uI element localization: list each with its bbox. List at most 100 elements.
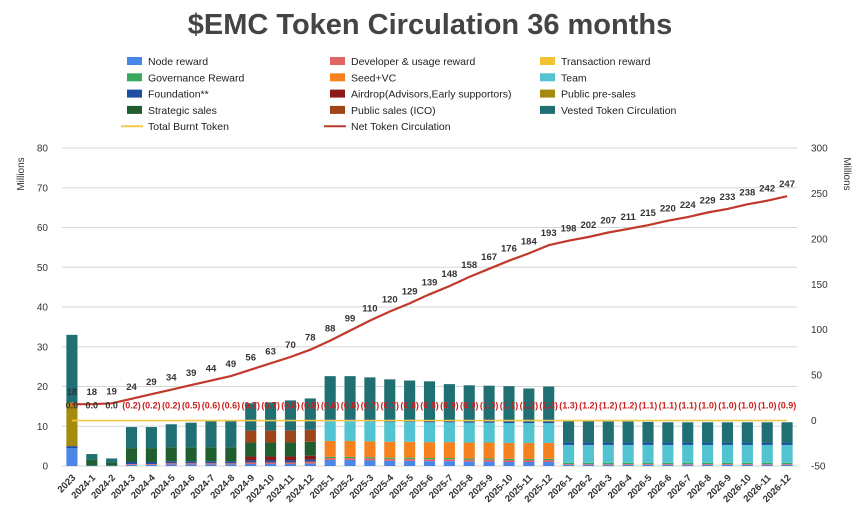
bar-segment-team-2025-12 [543, 423, 555, 443]
y-left-tick-40: 40 [37, 303, 49, 314]
burnt-token-label-2024-1: 0.0 [86, 401, 99, 411]
bar-segment-node-reward-2025-2 [344, 460, 356, 466]
bar-segment-foundation-2026-2 [582, 442, 594, 445]
burnt-token-label-2025-10: (1.1) [500, 401, 519, 411]
bar-stack-2024-9 [245, 403, 257, 466]
bar-segment-vested-token-circulation-2026-5 [642, 421, 654, 443]
bar-stack-2026-5 [642, 421, 654, 466]
bar-segment-governance-reward-2026-4 [622, 462, 634, 465]
legend-label-team: Team [561, 72, 587, 84]
bar-segment-vested-token-circulation-2025-7 [443, 384, 455, 421]
legend-swatch-strategic-sales [127, 105, 142, 114]
bar-segment-node-reward-2024-12 [304, 463, 316, 466]
bar-segment-node-reward-2026-6 [662, 464, 674, 466]
net-circulation-label-2026-9: 233 [720, 192, 736, 203]
bar-segment-governance-reward-2026-6 [662, 462, 674, 465]
burnt-token-label-2024-3: (0.2) [122, 401, 141, 411]
bar-segment-team-2026-9 [721, 444, 734, 463]
legend-swatch-airdrop-advisors-early-supportors [330, 89, 345, 98]
bar-segment-vested-token-circulation-2026-10 [741, 422, 753, 443]
chart-title: $EMC Token Circulation 36 months [188, 9, 672, 41]
bar-segment-foundation-2026-7 [682, 442, 694, 445]
bar-segment-team-2026-5 [642, 444, 654, 463]
bar-segment-public-sales-ico-2024-12 [304, 429, 316, 442]
bar-stack-2025-8 [463, 385, 475, 466]
bar-segment-governance-reward-2025-8 [463, 458, 475, 460]
bar-segment-vested-token-circulation-2025-10 [503, 386, 515, 422]
bar-stack-2025-11 [523, 388, 535, 466]
y-right-tick-200: 200 [811, 234, 828, 245]
net-circulation-label-2025-9: 167 [481, 252, 497, 263]
bar-segment-node-reward-2025-8 [463, 461, 475, 466]
bar-segment-vested-token-circulation-2025-12 [543, 386, 555, 422]
bar-segment-developer-usage-reward-2025-9 [483, 459, 495, 462]
bar-segment-governance-reward-2026-12 [781, 462, 793, 465]
bar-segment-governance-reward-2026-10 [741, 462, 753, 465]
legend-label-node-reward: Node reward [148, 56, 208, 68]
net-circulation-label-2024-4: 29 [146, 377, 157, 388]
stacked-bars [66, 334, 793, 467]
bar-segment-node-reward-2024-5 [165, 464, 177, 466]
bar-segment-developer-usage-reward-2025-2 [344, 458, 356, 461]
bar-segment-developer-usage-reward-2026-3 [602, 464, 614, 465]
bar-segment-developer-usage-reward-2025-3 [364, 458, 376, 461]
net-circulation-label-2024-6: 39 [186, 368, 197, 379]
bar-segment-foundation-2025-9 [483, 420, 495, 423]
bar-segment-foundation-2026-10 [741, 442, 753, 445]
bar-segment-vested-token-circulation-2025-4 [384, 379, 396, 420]
bar-stack-2025-5 [404, 380, 416, 466]
bar-stack-2024-2 [106, 458, 118, 467]
bar-segment-vested-token-circulation-2026-6 [662, 422, 674, 443]
bar-stack-2024-1 [86, 454, 98, 467]
net-circulation-label-2026-11: 242 [759, 184, 775, 195]
net-circulation-label-2024-12: 78 [305, 333, 316, 344]
net-circulation-label-2025-2: 99 [345, 314, 356, 325]
burnt-token-label-2026-11: (1.0) [758, 401, 777, 411]
bar-segment-vested-token-circulation-2026-4 [622, 421, 634, 443]
y-right-tick-0: 0 [811, 416, 817, 427]
burnt-token-label-2025-2: (0.6) [341, 401, 360, 411]
legend-swatch-seed-vc [330, 73, 345, 82]
bar-stack-2024-12 [304, 398, 316, 466]
legend-label-seed-vc: Seed+VC [351, 72, 397, 84]
bar-segment-foundation-2026-6 [662, 442, 674, 445]
bar-segment-team-2025-10 [503, 423, 515, 443]
bar-segment-foundation-2026-1 [562, 442, 575, 445]
net-circulation-label-2023: 18 [67, 387, 78, 398]
bar-segment-vested-token-circulation-2026-2 [582, 421, 594, 443]
bar-segment-node-reward-2024-4 [145, 464, 157, 466]
bar-segment-vested-token-circulation-2024-7 [205, 421, 217, 448]
bar-stack-2024-4 [145, 427, 157, 466]
bar-segment-node-reward-2026-12 [781, 464, 793, 466]
bar-segment-strategic-sales-2024-2 [106, 462, 118, 466]
burnt-token-label-2026-6: (1.1) [659, 401, 678, 411]
net-circulation-label-2026-4: 211 [620, 212, 636, 223]
bar-segment-seed-vc-2025-8 [463, 442, 475, 459]
bar-segment-vested-token-circulation-2024-11 [284, 400, 297, 431]
bar-segment-airdrop-advisors-early-supportors-2024-9 [245, 456, 257, 461]
bar-segment-developer-usage-reward-2025-7 [443, 459, 455, 462]
bar-segment-developer-usage-reward-2025-10 [503, 460, 515, 463]
bar-segment-developer-usage-reward-2024-3 [125, 464, 138, 465]
bar-segment-team-2025-3 [364, 421, 376, 442]
bar-segment-foundation-2024-7 [205, 461, 217, 464]
bar-segment-node-reward-2024-10 [265, 464, 277, 466]
bar-segment-node-reward-2024-3 [125, 464, 138, 466]
bar-stack-2026-6 [662, 422, 674, 466]
bar-segment-developer-usage-reward-2024-7 [205, 463, 217, 465]
legend-label-vested-token-circulation: Vested Token Circulation [561, 105, 677, 117]
bar-segment-strategic-sales-2024-7 [205, 447, 217, 462]
bar-segment-foundation-2024-12 [304, 459, 316, 462]
burnt-token-label-2026-12: (0.9) [778, 401, 797, 411]
bar-segment-team-2026-1 [562, 444, 575, 463]
bar-segment-developer-usage-reward-2026-2 [582, 464, 594, 465]
bar-segment-developer-usage-reward-2024-10 [265, 462, 277, 465]
bar-segment-developer-usage-reward-2026-7 [682, 464, 694, 465]
burnt-token-label-2024-11: (0.8) [281, 401, 300, 411]
bar-segment-node-reward-2025-6 [423, 461, 436, 466]
bar-segment-vested-token-circulation-2025-11 [523, 388, 535, 422]
bar-segment-node-reward-2026-9 [721, 464, 734, 466]
bar-segment-governance-reward-2026-1 [562, 462, 575, 465]
bar-stack-2026-12 [781, 422, 793, 466]
